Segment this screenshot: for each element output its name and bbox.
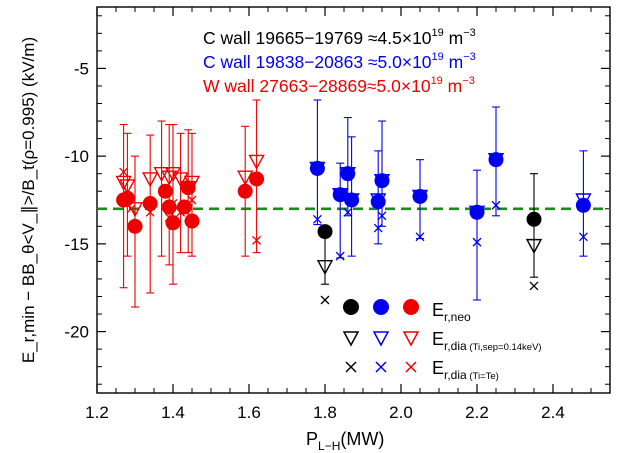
neo-circle-marker xyxy=(332,187,348,203)
te-cross-marker xyxy=(472,237,482,247)
te-cross-marker xyxy=(343,207,353,217)
neo-circle-marker xyxy=(161,199,177,215)
y-axis-title: E_r,min − BB_θ<V_∥>/B_t(ρ=0.995) (kV/m) xyxy=(19,37,38,363)
x-tick-label: 1.4 xyxy=(161,403,185,422)
legend-neo-red-marker xyxy=(403,299,419,315)
te-cross-marker xyxy=(578,232,588,242)
te-cross-marker xyxy=(491,200,501,210)
neo-circle-marker xyxy=(142,196,158,212)
group-label-blue: C wall 19838−20863 ≈5.0×1019 m−3 xyxy=(203,51,476,72)
dia-triangle-marker xyxy=(172,172,189,188)
y-tick-label: -15 xyxy=(64,235,89,254)
neo-circle-marker xyxy=(119,190,135,206)
te-cross-marker xyxy=(373,223,383,233)
dia-triangle-marker xyxy=(248,154,265,170)
neo-circle-marker xyxy=(488,152,504,168)
dia-triangle-marker xyxy=(119,179,136,195)
dia-triangle-marker xyxy=(115,175,132,191)
x-tick-label: 1.2 xyxy=(85,403,109,422)
te-cross-marker xyxy=(126,204,136,214)
x-tick-label: 2.0 xyxy=(389,403,413,422)
x-axis-title: PL−H(MW) xyxy=(306,429,384,453)
axis-ticks: 1.2 1.4 1.6 1.8 2.0 2.2 2.4 -5 -10 -15 -20 xyxy=(64,7,611,422)
neo-circle-marker xyxy=(412,188,428,204)
neo-circle-marker xyxy=(344,192,360,208)
neo-circle-marker xyxy=(184,213,200,229)
neo-circle-marker xyxy=(176,199,192,215)
neo-circle-marker xyxy=(374,173,390,189)
te-cross-marker xyxy=(252,235,262,245)
y-tick-label: -10 xyxy=(64,147,89,166)
neo-circle-marker xyxy=(237,183,253,199)
neo-circle-marker xyxy=(370,194,386,210)
te-cross-marker xyxy=(335,251,345,261)
dia-triangle-marker xyxy=(164,166,182,183)
data-marks xyxy=(115,99,592,308)
group-label-black: C wall 19665−19769 ≈4.5×1019 m−3 xyxy=(203,27,476,48)
neo-circle-marker xyxy=(469,204,485,220)
dia-triangle-marker xyxy=(161,170,178,186)
te-cross-marker xyxy=(529,281,539,291)
x-tick-label: 2.4 xyxy=(541,403,565,422)
neo-circle-marker xyxy=(340,166,356,182)
neo-circle-marker xyxy=(526,211,542,227)
legend-te-red-marker xyxy=(405,361,417,373)
dia-triangle-marker xyxy=(237,170,254,186)
neo-circle-marker xyxy=(127,218,143,234)
x-tick-label: 1.6 xyxy=(237,403,261,422)
neo-circle-marker xyxy=(317,224,333,240)
te-cross-marker xyxy=(119,167,129,177)
neo-circle-marker xyxy=(575,197,591,213)
legend: Er,neo Er,dia (Ti,sep=0.14keV) Er,dia (T… xyxy=(342,299,542,382)
dia-triangle-marker xyxy=(142,172,159,188)
dia-triangle-marker xyxy=(525,238,543,255)
te-cross-marker xyxy=(377,211,387,221)
te-cross-marker xyxy=(312,214,322,224)
te-cross-marker xyxy=(320,295,330,305)
legend-neo-black-marker xyxy=(343,299,359,315)
legend-dia-red-marker xyxy=(402,331,420,347)
neo-circle-marker xyxy=(309,160,325,176)
y-tick-label: -20 xyxy=(64,323,89,342)
neo-circle-marker xyxy=(249,171,265,187)
legend-te-blue-marker xyxy=(375,361,387,373)
legend-neo-blue-marker xyxy=(373,299,389,315)
y-tick-label: -5 xyxy=(74,59,89,78)
group-label-red: W wall 27663−28869≈5.0×1019 m−3 xyxy=(203,75,475,96)
x-tick-label: 2.2 xyxy=(465,403,489,422)
dia-triangle-marker xyxy=(316,259,334,276)
plot-frame xyxy=(96,6,611,394)
legend-label-neo: Er,neo xyxy=(432,300,471,324)
dia-triangle-marker xyxy=(153,166,170,183)
legend-dia-blue-marker xyxy=(372,331,390,347)
legend-te-black-marker xyxy=(345,361,357,373)
legend-dia-black-marker xyxy=(342,331,360,347)
x-tick-label: 1.8 xyxy=(313,403,337,422)
legend-label-dia-ti: Er,dia (Ti,sep=0.14keV) xyxy=(432,329,542,353)
te-cross-marker xyxy=(415,232,425,242)
legend-label-dia-te: Er,dia (Ti=Te) xyxy=(432,358,499,382)
neo-circle-marker xyxy=(180,180,196,196)
neo-circle-marker xyxy=(165,215,181,231)
neo-circle-marker xyxy=(157,183,173,199)
